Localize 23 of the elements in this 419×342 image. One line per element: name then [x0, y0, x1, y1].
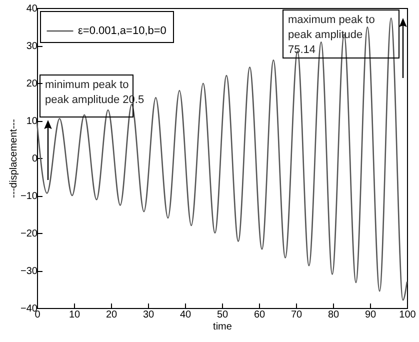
x-tick-label: 20 — [106, 310, 118, 320]
y-tick-label: 40 — [26, 4, 38, 14]
legend-label: ε=0.001,a=10,b=0 — [78, 25, 166, 37]
annotation: maximum peak to peak amplitude 75.14 — [288, 14, 375, 56]
y-tick-label: −10 — [20, 191, 38, 202]
y-tick-label: 10 — [26, 116, 38, 127]
x-tick-label: 60 — [254, 310, 266, 320]
x-tick-label: 50 — [216, 310, 228, 320]
x-tick-label: 30 — [142, 310, 154, 320]
y-tick-label: 20 — [26, 78, 38, 90]
x-tick-label: 10 — [68, 310, 80, 320]
x-tick-label: 80 — [328, 310, 340, 320]
y-tick-label: 0 — [32, 154, 38, 164]
y-tick-label: −20 — [20, 228, 38, 240]
line-series — [36, 17, 408, 301]
x-axis-title: time — [213, 322, 232, 332]
y-tick-label: −30 — [20, 266, 38, 277]
x-tick-label: 100 — [399, 310, 416, 320]
x-tick-label: 40 — [180, 310, 192, 320]
y-tick-label: 30 — [26, 41, 38, 52]
x-tick-label: 90 — [364, 310, 376, 320]
x-tick-label: 70 — [290, 310, 302, 320]
y-axis-title: ---displacement--- — [8, 119, 20, 198]
